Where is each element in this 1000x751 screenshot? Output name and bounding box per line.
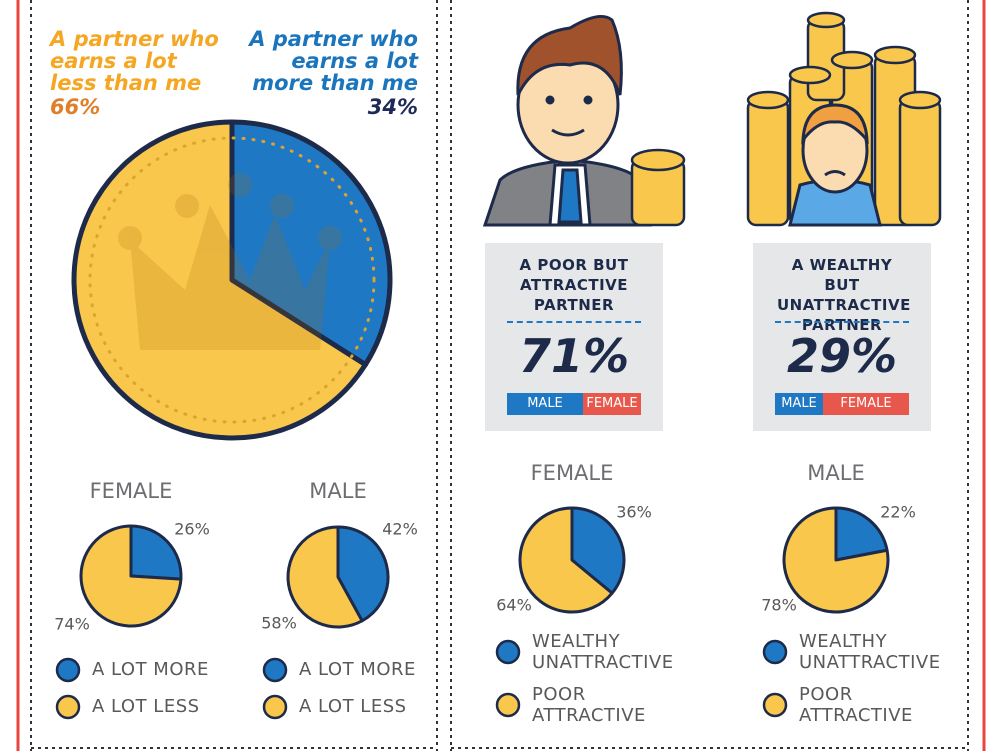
legend-swatch bbox=[495, 692, 521, 718]
legend-male: MALE bbox=[775, 393, 823, 415]
value-label: 66% bbox=[50, 95, 101, 119]
boy-illustration bbox=[788, 103, 882, 227]
pie-slice bbox=[834, 506, 889, 562]
card: A WEALTHY BUT UNATTRACTIVE PARTNER 29% M… bbox=[753, 243, 931, 431]
legend-female: FEMALE bbox=[823, 393, 909, 415]
value-label: 22% bbox=[880, 503, 916, 522]
pie-title: FEMALE bbox=[90, 479, 173, 503]
legend-swatch bbox=[762, 639, 788, 665]
dividers bbox=[30, 0, 969, 751]
value-label: 64% bbox=[496, 596, 532, 615]
legend-label: POOR ATTRACTIVE bbox=[532, 684, 646, 726]
value-label: 36% bbox=[616, 503, 652, 522]
card-value: 71% bbox=[518, 329, 630, 383]
pie-slice bbox=[79, 524, 183, 628]
pie-slice bbox=[570, 506, 626, 595]
card-label: A POOR BUT ATTRACTIVE PARTNER bbox=[519, 256, 629, 314]
legend-label: WEALTHY UNATTRACTIVE bbox=[532, 631, 674, 673]
slice-label: A partner who earns a lot less than me bbox=[50, 27, 219, 95]
pie-title: MALE bbox=[309, 479, 366, 503]
card-value: 29% bbox=[786, 329, 898, 383]
divider bbox=[507, 321, 641, 323]
legend-swatch bbox=[55, 694, 81, 720]
value-label: 74% bbox=[54, 615, 90, 634]
legend-swatch bbox=[262, 657, 288, 683]
legend-male: MALE bbox=[507, 393, 583, 415]
legend-label: WEALTHY UNATTRACTIVE bbox=[799, 631, 941, 673]
man-illustration bbox=[482, 14, 652, 227]
pie-slice bbox=[782, 506, 890, 614]
legend-swatch bbox=[495, 639, 521, 665]
pie-title: FEMALE bbox=[531, 461, 614, 485]
slice-label: A partner who earns a lot more than me bbox=[249, 27, 418, 95]
card-label: A WEALTHY BUT UNATTRACTIVE PARTNER bbox=[777, 256, 911, 334]
coins bbox=[630, 11, 942, 227]
pie-slice bbox=[286, 525, 364, 629]
card: A POOR BUT ATTRACTIVE PARTNER 71% MALE F… bbox=[485, 243, 663, 431]
pie-slice bbox=[71, 119, 368, 441]
pie-title: MALE bbox=[807, 461, 864, 485]
legend-swatch bbox=[762, 692, 788, 718]
pie-slice bbox=[129, 524, 183, 581]
legend-swatch bbox=[55, 657, 81, 683]
value-label: 78% bbox=[761, 596, 797, 615]
value-label: 42% bbox=[382, 520, 418, 539]
value-label: 26% bbox=[174, 520, 210, 539]
legend-label: POOR ATTRACTIVE bbox=[799, 684, 913, 726]
legend-label: A LOT LESS bbox=[299, 696, 407, 717]
value-label: 34% bbox=[367, 95, 418, 119]
divider bbox=[775, 321, 909, 323]
pie-slice bbox=[518, 506, 614, 614]
value-label: 58% bbox=[261, 614, 297, 633]
legend-label: A LOT MORE bbox=[92, 659, 209, 680]
legend-label: A LOT MORE bbox=[299, 659, 416, 680]
legend-female: FEMALE bbox=[583, 393, 641, 415]
coin-rim bbox=[88, 136, 376, 424]
crown-decor bbox=[118, 173, 342, 350]
legend-label: A LOT LESS bbox=[92, 696, 200, 717]
legend-swatch bbox=[262, 694, 288, 720]
